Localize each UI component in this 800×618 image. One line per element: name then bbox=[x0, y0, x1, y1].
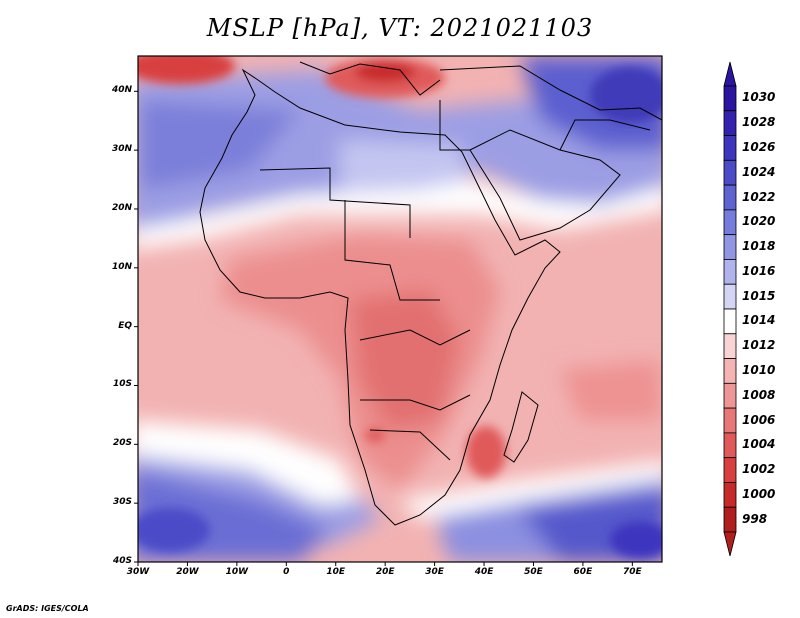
colorbar-segment bbox=[723, 333, 737, 359]
lat-tick-label: 30N bbox=[111, 144, 132, 155]
colorbar bbox=[723, 61, 737, 557]
colorbar-label: 1015 bbox=[742, 288, 776, 303]
colorbar-segment bbox=[723, 234, 737, 260]
colorbar-label: 1016 bbox=[742, 263, 776, 278]
colorbar-segment bbox=[723, 135, 737, 161]
lon-tick-label: 20E bbox=[375, 567, 395, 577]
colorbar-segment bbox=[723, 110, 737, 136]
lon-tick-label: 70E bbox=[622, 567, 642, 577]
lon-tick-label: 20W bbox=[176, 567, 199, 577]
lat-tick-label: 10N bbox=[111, 261, 132, 272]
colorbar-label: 1028 bbox=[742, 115, 776, 130]
colorbar-segment bbox=[723, 283, 737, 310]
colorbar-segment bbox=[723, 358, 737, 384]
map-title: MSLP [hPa], VT: 2021021103 bbox=[206, 14, 594, 42]
lat-tick-label: EQ bbox=[118, 320, 132, 331]
lat-tick-label: 30S bbox=[112, 497, 132, 508]
colorbar-label: 1030 bbox=[742, 90, 776, 105]
colorbar-label: 998 bbox=[742, 511, 768, 526]
colorbar-segment bbox=[723, 308, 737, 335]
colorbar-segment bbox=[723, 506, 737, 533]
lon-tick-label: 10E bbox=[326, 567, 346, 577]
colorbar-label: 1010 bbox=[742, 362, 776, 377]
colorbar-bottom-arrow bbox=[723, 531, 737, 557]
lon-tick-label: 50E bbox=[524, 567, 543, 577]
lat-tick-marks bbox=[134, 90, 138, 563]
colorbar-label: 1000 bbox=[742, 486, 776, 501]
colorbar-segment bbox=[723, 382, 737, 409]
lon-tick-label: 60E bbox=[573, 567, 593, 577]
credit-text: GrADS: IGES/COLA bbox=[6, 604, 89, 613]
colorbar-segment bbox=[723, 159, 737, 186]
coastlines bbox=[199, 61, 662, 526]
map-frame bbox=[137, 55, 663, 563]
colorbar-label: 1014 bbox=[742, 313, 776, 328]
colorbar-top-arrow bbox=[723, 61, 737, 87]
colorbar-label: 1022 bbox=[742, 189, 776, 204]
colorbar-label: 1008 bbox=[742, 387, 776, 402]
colorbar-label: 1024 bbox=[742, 164, 776, 179]
pressure-field bbox=[138, 56, 662, 562]
colorbar-label: 1020 bbox=[742, 214, 776, 229]
lon-tick-label: 10W bbox=[225, 567, 249, 577]
colorbar-segment bbox=[723, 259, 737, 285]
colorbar-label: 1012 bbox=[742, 338, 776, 353]
lat-tick-label: 40N bbox=[111, 85, 132, 96]
lon-tick-marks bbox=[137, 562, 633, 566]
colorbar-segment bbox=[723, 209, 737, 236]
lon-tick-label: 30W bbox=[126, 567, 150, 577]
colorbar-label: 1018 bbox=[742, 239, 776, 254]
colorbar-segment bbox=[723, 457, 737, 483]
lat-tick-label: 10S bbox=[112, 379, 132, 390]
colorbar-label: 1002 bbox=[742, 462, 776, 477]
colorbar-label: 1004 bbox=[742, 437, 776, 452]
lon-tick-label: 30E bbox=[425, 567, 444, 577]
colorbar-segment bbox=[723, 407, 737, 434]
lat-tick-label: 40S bbox=[112, 556, 132, 566]
lat-tick-label: 20N bbox=[111, 202, 132, 213]
lon-tick-label: 0 bbox=[283, 567, 290, 577]
colorbar-segment bbox=[723, 184, 737, 211]
colorbar-segment bbox=[723, 85, 737, 112]
lat-tick-label: 20S bbox=[112, 438, 132, 449]
colorbar-label: 1026 bbox=[742, 139, 776, 154]
colorbar-label: 1006 bbox=[742, 412, 776, 427]
colorbar-segment bbox=[723, 432, 737, 459]
lon-tick-label: 40E bbox=[474, 567, 494, 577]
colorbar-segment bbox=[723, 482, 737, 508]
